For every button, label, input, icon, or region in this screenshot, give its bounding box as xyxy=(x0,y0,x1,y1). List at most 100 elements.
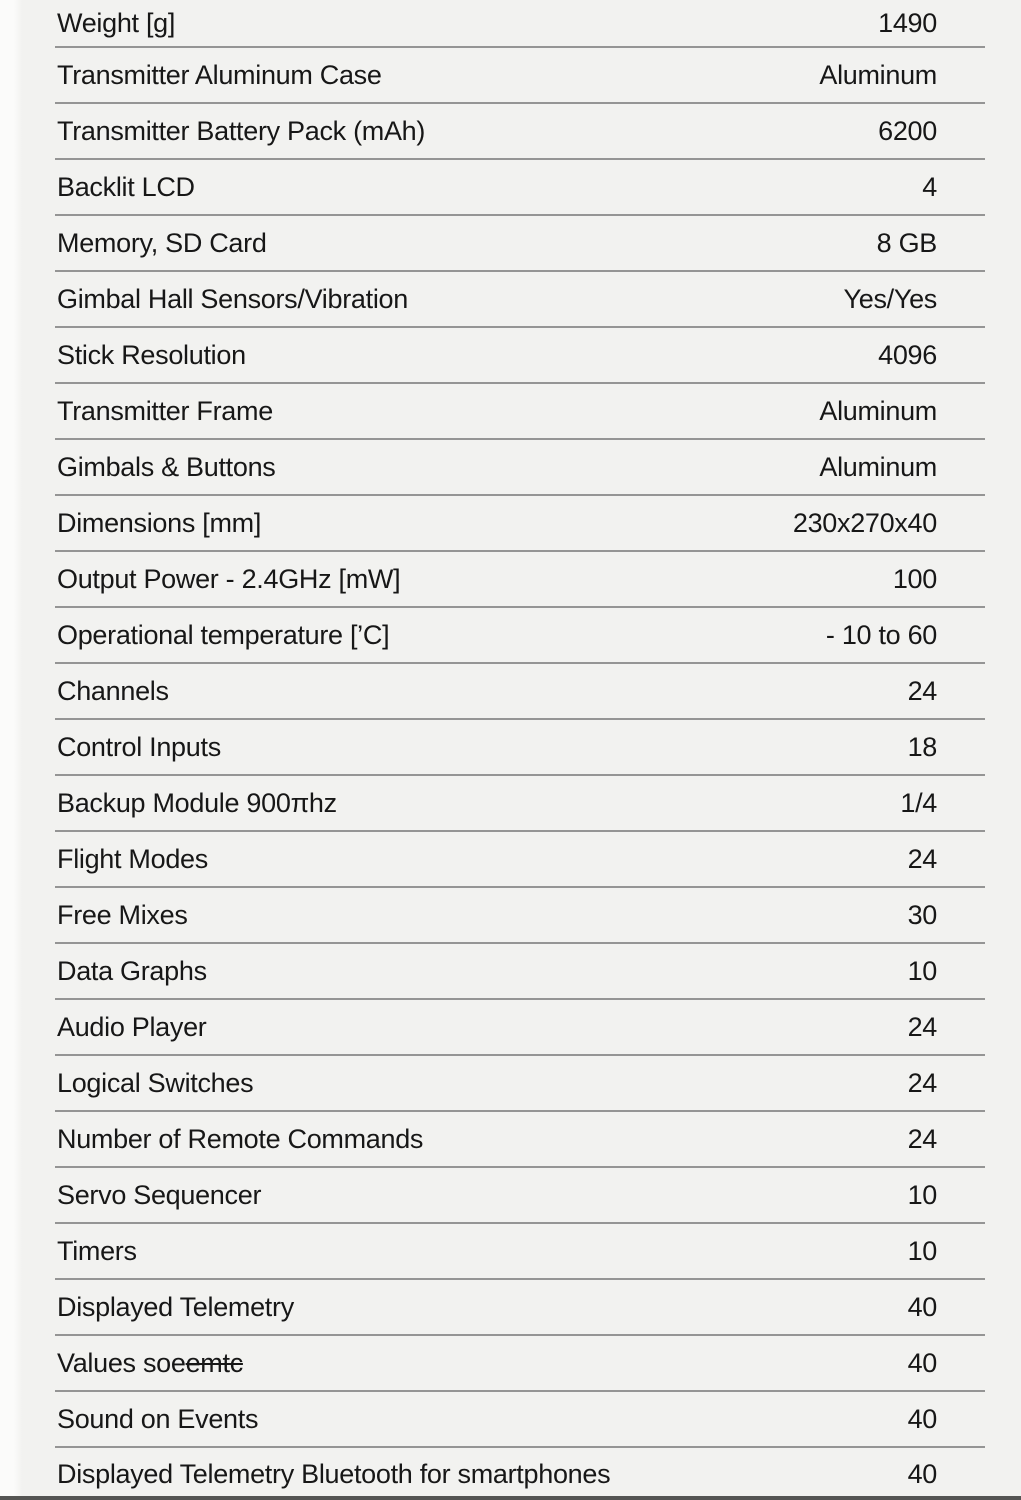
spec-value: 24 xyxy=(907,675,938,706)
spec-label-text: Stick Resolution xyxy=(57,339,246,370)
spec-label-text: Gimbal Hall Sensors/Vibration xyxy=(57,283,408,314)
spec-label-text: Servo Sequencer xyxy=(57,1179,262,1210)
table-row: Output Power - 2.4GHz [mW] 100 xyxy=(55,552,985,608)
spec-label-text: Memory, SD Card xyxy=(57,227,267,258)
spec-value: Aluminum xyxy=(819,451,937,482)
spec-value: 40 xyxy=(907,1291,938,1322)
spec-label: Sound on Events xyxy=(55,1404,258,1435)
table-row: Dimensions [mm] 230x270x40 xyxy=(55,496,985,552)
spec-value: 10 xyxy=(907,1235,938,1266)
spec-label: Channels xyxy=(55,676,169,707)
spec-label-text: Weight [g] xyxy=(57,7,176,38)
spec-label: Number of Remote Commands xyxy=(55,1124,423,1155)
table-row: Gimbals & Buttons Aluminum xyxy=(55,440,985,496)
spec-label: Operational temperature [’C] xyxy=(55,619,390,651)
spec-label: Dimensions [mm] xyxy=(55,508,261,539)
table-row: Audio Player 24 xyxy=(55,1000,985,1056)
table-row: Control Inputs 18 xyxy=(55,720,985,776)
table-row: Transmitter Battery Pack (mAh) 6200 xyxy=(55,104,985,160)
spec-label-text: Sound on Events xyxy=(57,1403,259,1434)
spec-value: 10 xyxy=(907,1179,938,1210)
spec-label-text: Transmitter Battery Pack (mAh) xyxy=(57,115,426,146)
spec-label-text: Timers xyxy=(57,1235,137,1266)
spec-value: 24 xyxy=(907,1011,938,1042)
spec-label: Displayed Telemetry xyxy=(55,1292,294,1323)
spec-label-text: Flight Modes xyxy=(57,843,208,874)
spec-value: 24 xyxy=(907,1067,938,1098)
spec-value: - 10 to 60 xyxy=(825,619,937,650)
table-row: Stick Resolution 4096 xyxy=(55,328,985,384)
spec-value: 100 xyxy=(892,563,937,594)
table-row: Displayed Telemetry 40 xyxy=(55,1280,985,1336)
table-row: Operational temperature [’C] - 10 to 60 xyxy=(55,608,985,664)
spec-value: 10 xyxy=(907,955,938,986)
spec-label-text: Audio Player xyxy=(57,1011,207,1042)
table-row: Timers 10 xyxy=(55,1224,985,1280)
spec-label: Flight Modes xyxy=(55,844,208,875)
spec-label: Logical Switches xyxy=(55,1068,254,1099)
spec-value: 230x270x40 xyxy=(792,507,937,538)
spec-label: Stick Resolution xyxy=(55,340,246,371)
spec-label-text: Displayed Telemetry Bluetooth for smartp… xyxy=(57,1458,611,1489)
spec-value: 1/4 xyxy=(900,787,937,818)
spec-label-text: Output Power - 2.4GHz [mW] xyxy=(57,563,401,594)
spec-label-struck-text: emtc xyxy=(185,1347,244,1378)
spec-label: Data Graphs xyxy=(55,956,207,987)
spec-label: Timers xyxy=(55,1236,137,1267)
spec-label-text: Free Mixes xyxy=(57,899,188,930)
spec-label-text: Dimensions [mm] xyxy=(57,507,262,538)
spec-value: 4 xyxy=(922,171,937,202)
spec-label-text: Operational temperature [’C] xyxy=(57,619,390,650)
table-row: Data Graphs 10 xyxy=(55,944,985,1000)
spec-label-text: Transmitter Frame xyxy=(57,395,273,426)
spec-label-text: Control Inputs xyxy=(57,731,221,762)
spec-value: 30 xyxy=(907,899,938,930)
table-row: Transmitter Aluminum Case Aluminum xyxy=(55,48,985,104)
spec-value: 24 xyxy=(907,843,938,874)
spec-label: Weight [g] xyxy=(55,8,175,39)
spec-value: 8 GB xyxy=(876,227,938,258)
table-row: Values soeemtc 40 xyxy=(55,1336,985,1392)
table-row: Flight Modes 24 xyxy=(55,832,985,888)
spec-value: 1490 xyxy=(878,7,937,38)
spec-label: Audio Player xyxy=(55,1012,207,1043)
spec-value: Yes/Yes xyxy=(843,283,938,314)
spec-label-text: Gimbals & Buttons xyxy=(57,451,276,482)
spec-label: Output Power - 2.4GHz [mW] xyxy=(55,563,401,595)
page-bottom-edge xyxy=(0,1496,1021,1500)
spec-value: Aluminum xyxy=(819,395,937,426)
table-row: Servo Sequencer 10 xyxy=(55,1168,985,1224)
spec-label: Gimbal Hall Sensors/Vibration xyxy=(55,284,408,315)
table-row: Displayed Telemetry Bluetooth for smartp… xyxy=(55,1448,985,1500)
spec-label-text: Values soe xyxy=(57,1347,186,1378)
spec-value: 40 xyxy=(907,1347,938,1378)
spec-value: Aluminum xyxy=(819,59,937,90)
table-row: Sound on Events 40 xyxy=(55,1392,985,1448)
spec-label: Backlit LCD xyxy=(55,172,195,203)
spec-label-text: Backup Module 900πhz xyxy=(57,787,337,818)
table-row: Logical Switches 24 xyxy=(55,1056,985,1112)
spec-label-text: Displayed Telemetry xyxy=(57,1291,294,1322)
table-row: Memory, SD Card 8 GB xyxy=(55,216,985,272)
spec-label: Control Inputs xyxy=(55,732,221,763)
table-row: Transmitter Frame Aluminum xyxy=(55,384,985,440)
table-row: Weight [g] 1490 xyxy=(55,0,985,48)
table-row: Free Mixes 30 xyxy=(55,888,985,944)
spec-label: Free Mixes xyxy=(55,900,188,931)
spec-value: 40 xyxy=(907,1403,938,1434)
spec-label: Transmitter Frame xyxy=(55,396,273,427)
spec-label: Transmitter Battery Pack (mAh) xyxy=(55,116,425,147)
spec-label: Transmitter Aluminum Case xyxy=(55,60,382,91)
spec-value: 24 xyxy=(907,1123,938,1154)
spec-value: 6200 xyxy=(878,115,937,146)
spec-value: 4096 xyxy=(878,339,937,370)
spec-value: 18 xyxy=(907,731,938,762)
table-row: Channels 24 xyxy=(55,664,985,720)
spec-label-text: Channels xyxy=(57,675,169,706)
spec-value: 40 xyxy=(907,1458,938,1489)
spec-label: Memory, SD Card xyxy=(55,228,267,259)
spec-table: Weight [g] 1490 Transmitter Aluminum Case A… xyxy=(55,0,985,1500)
spec-label: Gimbals & Buttons xyxy=(55,452,276,483)
table-row: Gimbal Hall Sensors/Vibration Yes/Yes xyxy=(55,272,985,328)
spec-label-text: Number of Remote Commands xyxy=(57,1123,424,1154)
